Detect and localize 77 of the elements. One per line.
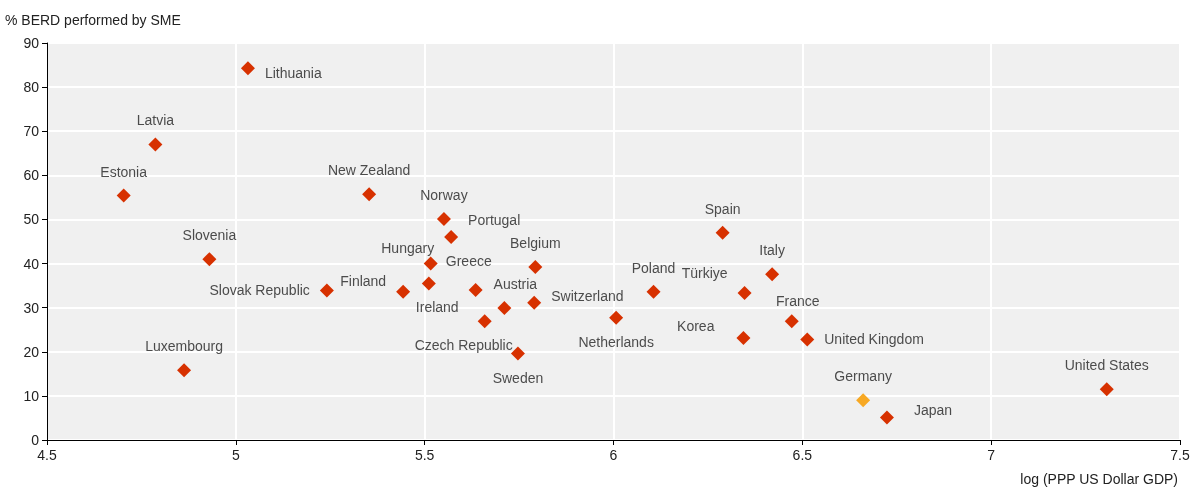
- annotation: Luxembourg: [145, 338, 224, 355]
- x-tick-label: 6.5: [792, 447, 813, 463]
- point: [528, 260, 543, 275]
- point: [319, 283, 334, 298]
- point: [177, 363, 192, 378]
- y-tick-label: 40: [23, 255, 40, 272]
- point: [436, 212, 451, 226]
- annotation: Slovenia: [182, 227, 237, 244]
- annotation: Czech Republic: [414, 337, 513, 354]
- annotation: France: [775, 293, 820, 310]
- point: [497, 301, 512, 316]
- annotation: Portugal: [468, 212, 521, 229]
- annotation: United Kingdom: [824, 331, 924, 348]
- x-tick-label: 4.5: [37, 447, 57, 463]
- y-tick-label: 50: [23, 211, 40, 228]
- point: [477, 314, 492, 329]
- y-axis-title: % BERD performed by SME: [5, 12, 181, 28]
- annotation: Latvia: [136, 112, 175, 129]
- point: [715, 225, 730, 240]
- x-tick-label: 7.5: [1170, 447, 1190, 463]
- point: [423, 256, 438, 271]
- annotation: Korea: [677, 318, 715, 335]
- x-tick-label: 5.5: [414, 447, 435, 463]
- point: [202, 252, 217, 267]
- point: [510, 346, 525, 361]
- y-tick-label: 90: [23, 35, 40, 51]
- annotation: Spain: [704, 200, 741, 217]
- point: [240, 61, 255, 76]
- annotation: Ireland: [415, 299, 459, 316]
- point: [609, 310, 624, 325]
- y-tick-label: 60: [23, 167, 40, 184]
- annotation: Norway: [420, 187, 468, 203]
- point: [736, 331, 751, 346]
- annotation: Switzerland: [551, 287, 624, 304]
- point: [800, 332, 815, 347]
- annotation: Japan: [913, 401, 953, 418]
- y-tick-label: 20: [23, 343, 40, 360]
- y-tick-label: 70: [23, 123, 40, 140]
- point: [856, 393, 871, 408]
- annotation: Germany: [834, 368, 892, 385]
- point: [879, 410, 894, 425]
- point: [116, 188, 131, 203]
- annotation: Türkiye: [681, 265, 728, 282]
- point: [765, 267, 780, 282]
- y-tick-label: 30: [23, 299, 40, 316]
- annotation: Greece: [445, 253, 492, 270]
- point: [1099, 382, 1114, 397]
- annotation: Hungary: [381, 239, 435, 256]
- y-tick-label: 10: [23, 387, 40, 404]
- annotation: United States: [1064, 357, 1149, 374]
- y-tick-label: 80: [23, 79, 40, 96]
- point: [421, 276, 436, 291]
- x-tick-label: 7: [987, 447, 996, 463]
- point: [444, 230, 459, 245]
- annotation: Sweden: [492, 369, 544, 386]
- x-tick-label: 6: [609, 447, 618, 463]
- point: [737, 286, 752, 301]
- annotation: New Zealand: [327, 162, 411, 179]
- annotation: Finland: [340, 272, 387, 289]
- point: [148, 137, 163, 152]
- annotation: Italy: [759, 242, 785, 259]
- point: [646, 284, 661, 299]
- annotation: Netherlands: [578, 333, 654, 350]
- x-tick-label: 5: [231, 447, 240, 463]
- annotation: Slovak Republic: [209, 282, 310, 299]
- x-axis-title: log (PPP US Dollar GDP): [1020, 471, 1178, 487]
- point: [362, 187, 377, 202]
- annotation: Lithuania: [264, 65, 322, 82]
- annotation: Austria: [493, 276, 538, 293]
- annotation: Poland: [631, 259, 676, 276]
- annotation: Estonia: [100, 163, 148, 180]
- point: [396, 284, 411, 299]
- point: [527, 295, 542, 310]
- point: [784, 314, 799, 329]
- y-tick-label: 0: [31, 432, 40, 448]
- point: [468, 283, 483, 298]
- annotation: Belgium: [510, 235, 561, 252]
